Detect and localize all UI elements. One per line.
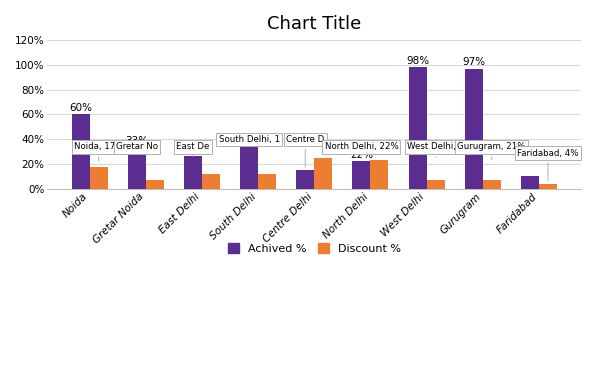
Text: 60%: 60%	[69, 103, 92, 113]
Bar	[352, 161, 370, 188]
Bar	[296, 170, 315, 188]
Text: West Delhi, 7: West Delhi, 7	[407, 142, 464, 157]
Bar	[426, 180, 444, 188]
Bar	[521, 176, 539, 188]
Text: Faridabad, 4%: Faridabad, 4%	[517, 149, 579, 181]
Text: Centre D: Centre D	[286, 135, 324, 167]
Bar	[315, 158, 332, 188]
Text: Noida, 17%: Noida, 17%	[74, 142, 123, 161]
Text: North Delhi, 22%: North Delhi, 22%	[325, 142, 398, 158]
Bar	[240, 144, 258, 188]
Text: South Delhi, 1: South Delhi, 1	[219, 135, 280, 144]
Text: 22%: 22%	[350, 150, 373, 160]
Text: Gurugram, 21%: Gurugram, 21%	[457, 142, 526, 160]
Text: 98%: 98%	[406, 56, 429, 66]
Bar	[465, 68, 483, 188]
Text: 97%: 97%	[462, 57, 486, 67]
Text: 33%: 33%	[125, 136, 148, 146]
Text: East De: East De	[176, 142, 210, 157]
Title: Chart Title: Chart Title	[267, 15, 361, 33]
Bar	[72, 114, 90, 188]
Text: Gretar No: Gretar No	[116, 142, 158, 151]
Bar	[184, 157, 202, 188]
Bar	[483, 180, 501, 188]
Bar	[539, 184, 557, 188]
Bar	[258, 174, 276, 188]
Bar	[202, 174, 220, 188]
Bar	[370, 160, 388, 188]
Bar	[128, 148, 146, 188]
Text: 36%: 36%	[237, 132, 261, 142]
Bar	[146, 180, 164, 188]
Legend: Achived %, Discount %: Achived %, Discount %	[225, 240, 404, 257]
Bar	[90, 168, 108, 188]
Bar	[408, 67, 426, 188]
Text: 26%: 26%	[181, 145, 205, 155]
